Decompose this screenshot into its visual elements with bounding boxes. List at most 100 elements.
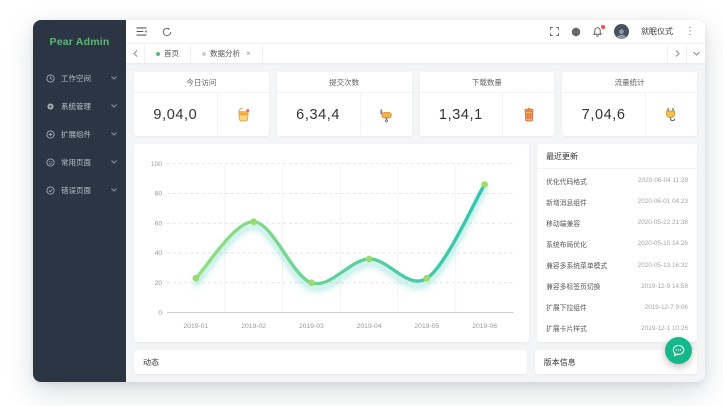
sidebar-item-label: 常用页面 [61, 157, 91, 167]
update-time: 2020-06-04 11:28 [638, 177, 688, 185]
stat-card-traffic[interactable]: 流量统计 7,04,6 [562, 72, 697, 136]
tab-home[interactable]: 首页 [145, 44, 191, 63]
stat-card-visits[interactable]: 今日访问 9,04,0 [134, 72, 269, 136]
list-item[interactable]: 优化代码格式 2020-06-04 11:28 [546, 170, 688, 191]
update-label: 兼容多系统菜单模式 [546, 263, 608, 271]
sidebar-menu: 工作空间 系统管理 [33, 64, 126, 204]
chat-bubble-icon [672, 344, 685, 357]
svg-text:2019-03: 2019-03 [299, 323, 324, 330]
top-header-bar: 就眠仪式 ⋮ [126, 20, 705, 43]
chevron-down-icon [111, 132, 117, 136]
tabs-dropdown-icon[interactable] [686, 44, 705, 63]
activity-title: 动态 [143, 358, 159, 367]
line-chart-svg: 0 20 40 60 80 100 2019-01 2019-02 2019-03 2019-04… [151, 161, 514, 330]
tabs-scroll-left-icon[interactable] [126, 44, 145, 63]
svg-text:20: 20 [155, 280, 163, 287]
sidebar-item-workspace[interactable]: 工作空间 [33, 64, 126, 92]
svg-text:40: 40 [155, 250, 163, 257]
tab-label: 首页 [164, 49, 179, 58]
update-label: 优化代码格式 [546, 178, 587, 186]
plug-icon [645, 93, 697, 136]
update-time: 2019-12-1 10:26 [641, 324, 688, 332]
update-time: 2020-05-13 16:32 [637, 261, 688, 269]
list-item[interactable]: 系统布局优化 2020-05-15 14:26 [546, 233, 688, 254]
fullscreen-icon[interactable] [550, 27, 559, 36]
tab-close-icon[interactable]: × [246, 48, 251, 59]
sidebar-item-label: 扩展组件 [61, 129, 91, 139]
sidebar-item-pages[interactable]: 常用页面 [33, 148, 126, 176]
list-item[interactable]: 新增消息组件 2020-06-01 04:23 [546, 191, 688, 212]
chevron-down-icon [111, 188, 117, 192]
stat-value: 1,34,1 [438, 106, 483, 123]
svg-text:2019-05: 2019-05 [414, 323, 439, 330]
stat-card-submits[interactable]: 提交次数 6,34,4 [276, 72, 412, 136]
sidebar-item-label: 错误页面 [61, 185, 91, 195]
list-item[interactable]: 扩展卡片样式 2019-12-1 10:26 [546, 318, 688, 339]
list-item[interactable]: 移动端兼容 2020-05-22 21:38 [546, 212, 688, 233]
tabs-scroll-right-icon[interactable] [667, 44, 686, 63]
update-label: 扩展下拉组件 [546, 305, 587, 313]
notifications-bell-icon[interactable] [593, 24, 605, 37]
pages-icon [46, 157, 55, 167]
sidebar-item-extension[interactable]: 扩展组件 [33, 120, 126, 148]
update-time: 2020-05-15 14:26 [637, 240, 688, 248]
avatar[interactable] [614, 24, 629, 39]
tab-active-dot [156, 51, 160, 56]
stat-title: 今日访问 [134, 72, 269, 93]
svg-text:80: 80 [155, 191, 163, 198]
tabbar-spacer [263, 44, 667, 63]
stat-value: 6,34,4 [296, 106, 341, 123]
update-time: 2019-12-9 14:58 [641, 282, 688, 290]
update-label: 新增消息组件 [546, 199, 587, 207]
svg-text:60: 60 [155, 220, 163, 227]
chevron-down-icon [111, 160, 117, 164]
chevron-down-icon [111, 76, 117, 80]
activity-panel: 动态 [134, 350, 527, 374]
update-time: 2020-06-01 04:23 [637, 198, 688, 206]
more-menu-icon[interactable]: ⋮ [685, 25, 695, 37]
language-globe-icon[interactable] [571, 27, 581, 37]
tab-label: 数据分析 [210, 49, 240, 58]
update-label: 系统布局优化 [546, 241, 587, 249]
svg-text:2019-06: 2019-06 [472, 323, 497, 330]
update-label: 兼容多标签页切换 [546, 284, 601, 292]
tab-data-analysis[interactable]: 数据分析 × [191, 44, 263, 63]
sidebar-item-error[interactable]: 错误页面 [33, 176, 126, 204]
sidebar-item-system[interactable]: 系统管理 [33, 92, 126, 120]
svg-text:2019-02: 2019-02 [241, 323, 266, 330]
chevron-down-icon [111, 104, 117, 108]
middle-row: 0 20 40 60 80 100 2019-01 2019-02 2019-03 2019-04… [134, 144, 697, 342]
version-info-title: 版本信息 [543, 358, 576, 367]
app-window: Pear Admin 工作空间 系统管理 [33, 20, 705, 382]
list-item[interactable]: 兼容多系统菜单模式 2020-05-13 16:32 [546, 255, 688, 276]
stats-row: 今日访问 9,04,0 提交次数 6,34,4 [134, 72, 697, 136]
paint-bucket-icon [216, 93, 269, 136]
app-logo: Pear Admin [49, 36, 110, 48]
sidebar: Pear Admin 工作空间 系统管理 [33, 20, 126, 382]
update-label: 扩展卡片样式 [546, 326, 587, 334]
bottom-row: 动态 版本信息 [134, 350, 697, 374]
recent-updates-panel: 最近更新 优化代码格式 2020-06-04 11:28 新增消息组件 2020… [537, 144, 697, 342]
stat-value: 7,04,6 [581, 106, 626, 123]
list-item[interactable]: 扩展下拉组件 2019-12-7 9:06 [546, 297, 688, 318]
stat-card-downloads[interactable]: 下载数量 1,34,1 [419, 72, 555, 136]
theme-settings-button[interactable] [665, 337, 692, 364]
tab-inactive-dot [202, 51, 206, 56]
stat-title: 流量统计 [562, 72, 697, 93]
visits-line-chart: 0 20 40 60 80 100 2019-01 2019-02 2019-03 2019-04… [134, 144, 530, 342]
list-item[interactable]: 兼容多标签页切换 2019-12-9 14:58 [546, 276, 688, 297]
error-icon [46, 185, 55, 195]
username-label[interactable]: 就眠仪式 [641, 27, 673, 36]
update-label: 移动端兼容 [546, 220, 581, 228]
paint-roller-icon [359, 93, 412, 136]
collapse-menu-icon[interactable] [136, 27, 147, 36]
svg-text:0: 0 [158, 310, 162, 317]
stat-value: 9,04,0 [153, 106, 198, 123]
tab-bar: 首页 数据分析 × [126, 43, 705, 64]
trash-icon [502, 93, 554, 136]
refresh-icon[interactable] [162, 27, 172, 37]
recent-updates-list: 优化代码格式 2020-06-04 11:28 新增消息组件 2020-06-0… [537, 169, 697, 342]
tabs: 首页 数据分析 × [145, 44, 263, 63]
workspace-icon [46, 73, 55, 83]
